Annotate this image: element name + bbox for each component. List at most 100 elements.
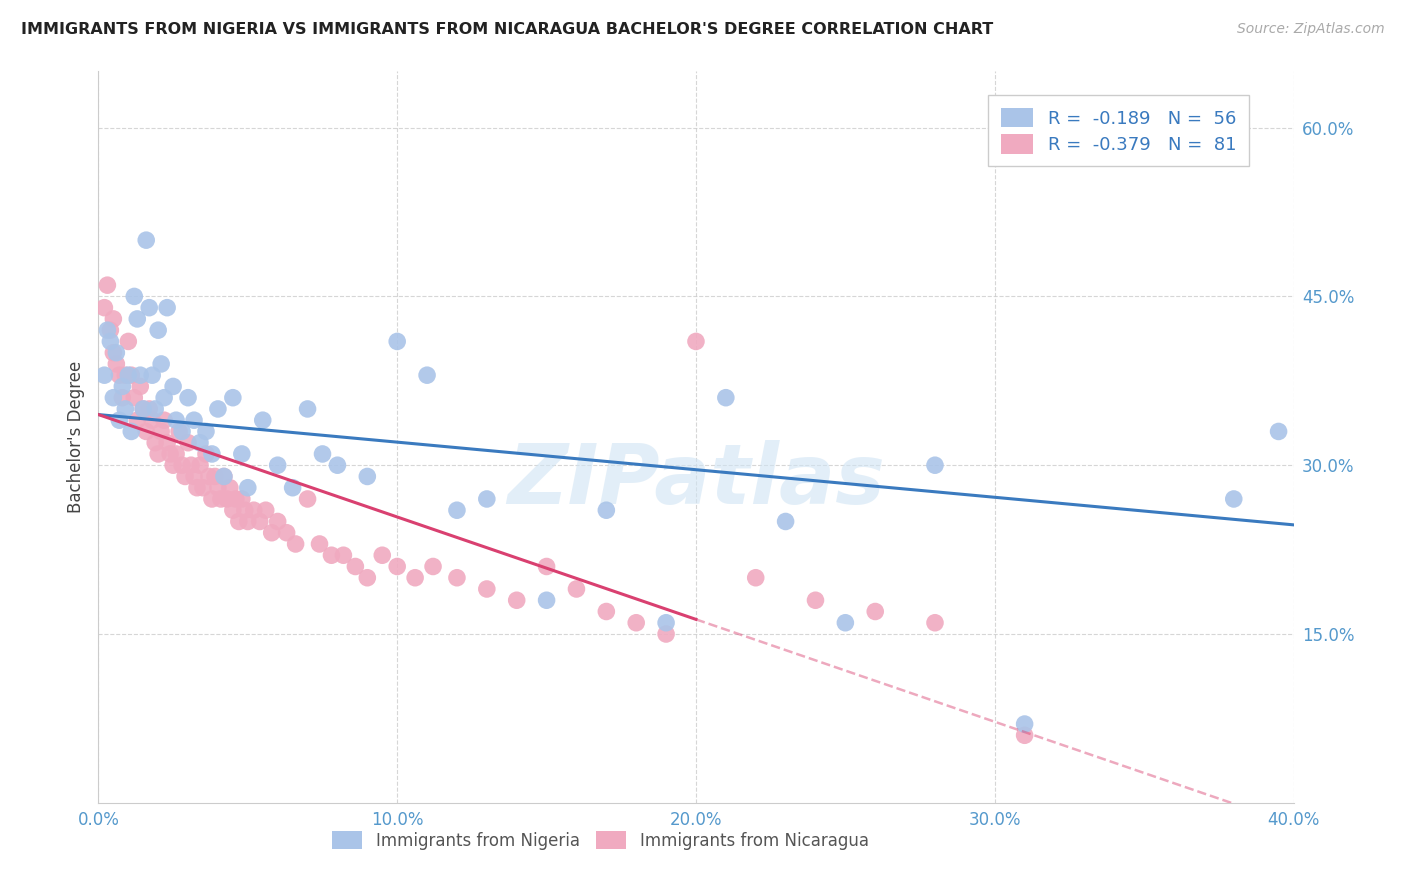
Point bbox=[804, 593, 827, 607]
Point bbox=[1267, 425, 1289, 439]
Point bbox=[231, 491, 253, 506]
Point bbox=[297, 491, 319, 506]
Point bbox=[132, 401, 155, 416]
Point bbox=[506, 593, 529, 607]
Point bbox=[834, 615, 856, 630]
Point bbox=[132, 401, 155, 416]
Point bbox=[321, 548, 343, 562]
Point bbox=[1223, 491, 1246, 506]
Point bbox=[385, 334, 409, 349]
Point bbox=[626, 615, 648, 630]
Point bbox=[775, 515, 797, 529]
Point bbox=[536, 559, 558, 574]
Point bbox=[120, 368, 142, 383]
Point bbox=[565, 582, 588, 596]
Point bbox=[148, 323, 170, 337]
Point bbox=[150, 425, 173, 439]
Point bbox=[98, 323, 122, 337]
Point bbox=[141, 368, 163, 383]
Point bbox=[120, 425, 142, 439]
Point bbox=[201, 447, 224, 461]
Point bbox=[148, 447, 170, 461]
Point bbox=[180, 458, 202, 473]
Point bbox=[177, 435, 200, 450]
Point bbox=[371, 548, 394, 562]
Point bbox=[117, 334, 139, 349]
Point bbox=[212, 469, 235, 483]
Point bbox=[243, 503, 266, 517]
Point bbox=[404, 571, 426, 585]
Point bbox=[344, 559, 367, 574]
Point bbox=[93, 368, 115, 383]
Point bbox=[236, 515, 259, 529]
Point bbox=[127, 413, 149, 427]
Point bbox=[297, 401, 319, 416]
Point bbox=[924, 458, 946, 473]
Point bbox=[198, 469, 221, 483]
Point bbox=[183, 469, 205, 483]
Point bbox=[135, 425, 157, 439]
Point bbox=[127, 312, 149, 326]
Point bbox=[124, 289, 146, 303]
Point bbox=[446, 503, 468, 517]
Point bbox=[98, 334, 122, 349]
Point bbox=[385, 559, 409, 574]
Point bbox=[422, 559, 444, 574]
Point bbox=[183, 413, 205, 427]
Point bbox=[96, 278, 118, 293]
Point bbox=[267, 515, 290, 529]
Point bbox=[745, 571, 768, 585]
Point bbox=[93, 301, 115, 315]
Point bbox=[475, 582, 498, 596]
Point bbox=[114, 401, 136, 416]
Point bbox=[536, 593, 558, 607]
Point bbox=[195, 447, 218, 461]
Point bbox=[108, 368, 131, 383]
Point bbox=[172, 458, 194, 473]
Point bbox=[156, 435, 179, 450]
Point bbox=[103, 345, 125, 359]
Point bbox=[215, 491, 238, 506]
Point bbox=[233, 503, 256, 517]
Point bbox=[1014, 717, 1036, 731]
Point bbox=[141, 413, 163, 427]
Point bbox=[177, 391, 200, 405]
Point bbox=[153, 391, 176, 405]
Point bbox=[254, 503, 277, 517]
Point bbox=[201, 491, 224, 506]
Point bbox=[165, 413, 187, 427]
Point bbox=[219, 481, 242, 495]
Point bbox=[924, 615, 946, 630]
Point bbox=[655, 615, 678, 630]
Point bbox=[188, 435, 211, 450]
Point bbox=[195, 425, 218, 439]
Point bbox=[231, 447, 253, 461]
Point bbox=[172, 425, 194, 439]
Point bbox=[103, 312, 125, 326]
Point bbox=[249, 515, 271, 529]
Point bbox=[281, 481, 304, 495]
Point bbox=[135, 233, 157, 247]
Point bbox=[714, 391, 737, 405]
Point bbox=[188, 458, 211, 473]
Point bbox=[207, 401, 229, 416]
Point bbox=[228, 515, 250, 529]
Point bbox=[207, 481, 229, 495]
Point bbox=[143, 401, 166, 416]
Point bbox=[150, 357, 173, 371]
Point bbox=[865, 605, 887, 619]
Point bbox=[111, 391, 134, 405]
Point bbox=[191, 481, 214, 495]
Point bbox=[96, 323, 118, 337]
Point bbox=[105, 357, 128, 371]
Point bbox=[252, 413, 274, 427]
Point bbox=[212, 469, 235, 483]
Point bbox=[114, 368, 136, 383]
Point bbox=[225, 491, 247, 506]
Point bbox=[595, 605, 617, 619]
Point bbox=[308, 537, 330, 551]
Point bbox=[167, 425, 190, 439]
Point bbox=[222, 391, 245, 405]
Point bbox=[165, 447, 187, 461]
Text: ZIPatlas: ZIPatlas bbox=[508, 441, 884, 522]
